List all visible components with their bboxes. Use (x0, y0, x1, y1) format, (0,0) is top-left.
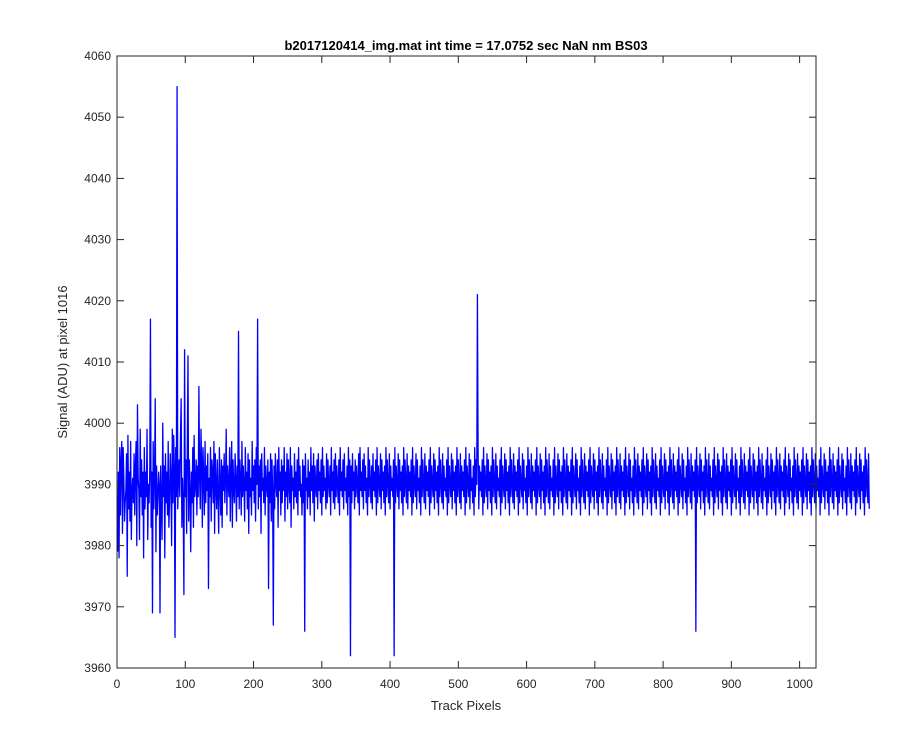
x-tick-label: 900 (721, 677, 741, 691)
y-tick-label: 4040 (84, 171, 111, 185)
x-tick-label: 800 (653, 677, 673, 691)
x-axis-label: Track Pixels (431, 698, 502, 713)
series-layer (117, 85, 870, 657)
x-tick-label: 200 (244, 677, 264, 691)
y-tick-label: 3970 (84, 600, 111, 614)
x-tick-label: 0 (114, 677, 121, 691)
y-axis-label: Signal (ADU) at pixel 1016 (55, 285, 70, 438)
y-tick-label: 3980 (84, 539, 111, 553)
y-tick-label: 4000 (84, 416, 111, 430)
series-line-0 (117, 85, 870, 657)
plot-area: 0 100 200 300 400 500 600 700 800 900 1000 3960 397… (84, 49, 870, 691)
x-tick-label: 1000 (786, 677, 813, 691)
x-tick-label: 500 (448, 677, 468, 691)
y-tick-label: 4050 (84, 110, 111, 124)
y-axis-ticks: 3960 3970 3980 3990 4000 4010 4020 4030 4040 4050… (84, 49, 816, 675)
y-tick-label: 3960 (84, 661, 111, 675)
x-tick-label: 700 (585, 677, 605, 691)
y-tick-label: 4020 (84, 294, 111, 308)
y-tick-label: 3990 (84, 477, 111, 491)
x-tick-label: 600 (517, 677, 537, 691)
axes-background (117, 56, 816, 668)
y-tick-label: 4060 (84, 49, 111, 63)
chart-title: b2017120414_img.mat int time = 17.0752 s… (284, 38, 647, 53)
x-tick-label: 400 (380, 677, 400, 691)
x-tick-label: 300 (312, 677, 332, 691)
x-axis-ticks: 0 100 200 300 400 500 600 700 800 900 1000 (114, 56, 813, 691)
y-tick-label: 4030 (84, 233, 111, 247)
y-tick-label: 4010 (84, 355, 111, 369)
x-tick-label: 100 (175, 677, 195, 691)
